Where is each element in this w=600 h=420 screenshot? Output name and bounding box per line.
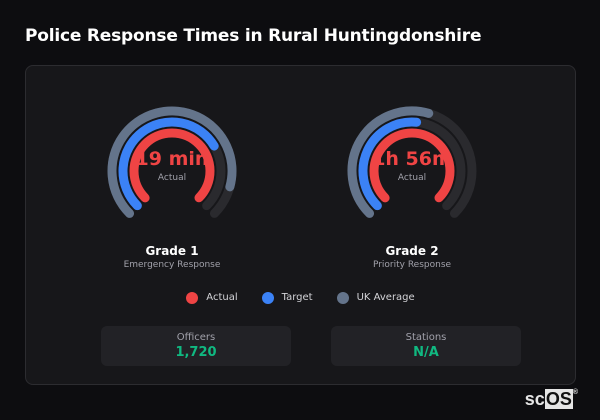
gauge-grade-2: 1h 56m Actual Grade 2 Priority Response — [337, 66, 487, 281]
gauge-subtitle: Emergency Response — [123, 260, 221, 270]
legend-item-uk-average: UK Average — [336, 292, 415, 304]
legend-item-target: Target — [261, 292, 313, 304]
actual-bar — [369, 128, 455, 203]
target-dot-icon — [261, 292, 274, 304]
uk-average-bar — [107, 106, 237, 218]
legend-label: UK Average — [356, 292, 415, 303]
legend-label: Target — [281, 292, 313, 303]
stat-label: Stations — [405, 332, 447, 343]
gauge-name: Grade 1 — [145, 244, 199, 258]
stat-value: 1,720 — [175, 345, 217, 360]
uk-average-bar — [347, 106, 434, 218]
gauge-value: 19 min — [135, 148, 209, 170]
stat-label: Officers — [176, 332, 216, 343]
actual-bar — [129, 128, 215, 203]
scos-logo: scOS® — [524, 389, 578, 409]
gauge-name: Grade 2 — [385, 244, 439, 258]
target-bar — [118, 117, 219, 211]
page-title: Police Response Times in Rural Huntingdo… — [25, 26, 482, 46]
gauge-value: 1h 56m — [372, 148, 452, 170]
radial-chart-grade-1 — [107, 106, 237, 218]
legend-item-actual: Actual — [186, 292, 238, 304]
uk-average-dot-icon — [336, 292, 349, 304]
legend-label: Actual — [206, 292, 238, 303]
target-bar — [358, 117, 422, 211]
response-card: 19 min Actual Grade 1 Emergency Response… — [25, 65, 576, 385]
gauge-value-label: Actual — [157, 173, 187, 183]
gauge-subtitle: Priority Response — [372, 260, 452, 270]
stat-officers: Officers 1,720 — [101, 326, 291, 366]
radial-chart-grade-2 — [347, 106, 477, 218]
actual-dot-icon — [186, 292, 199, 304]
gauge-grade-1: 19 min Actual Grade 1 Emergency Response — [97, 66, 247, 281]
gauge-value-label: Actual — [397, 173, 427, 183]
stat-stations: Stations N/A — [331, 326, 521, 366]
stat-value: N/A — [413, 345, 439, 360]
legend: Actual Target UK Average — [26, 292, 575, 304]
